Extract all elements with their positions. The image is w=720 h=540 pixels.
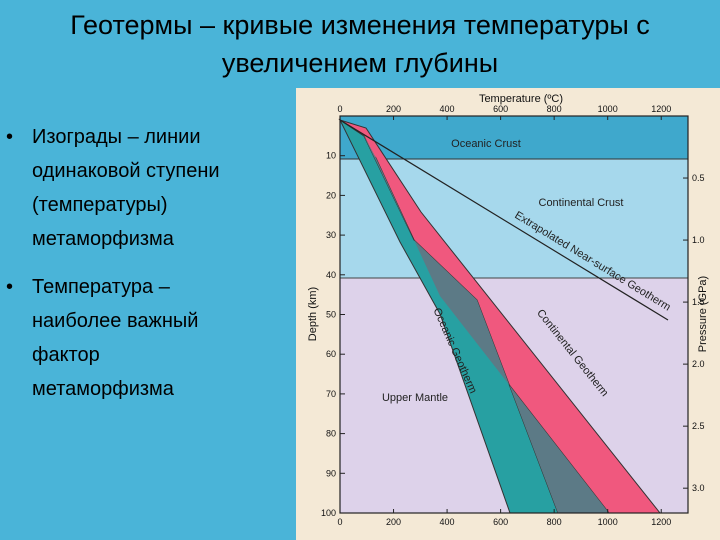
temperature-ticks-bottom: 0 200 400 600 800 1000 1200	[337, 509, 671, 527]
oceanic-crust-zone	[340, 116, 688, 159]
depth-tick-label: 20	[326, 190, 336, 200]
bullet-line: Температура –	[32, 276, 170, 298]
temperature-tick-label-top: 200	[386, 104, 401, 114]
bullet-dot: •	[6, 126, 14, 148]
temperature-tick-label-bottom: 200	[386, 517, 401, 527]
temperature-tick-label-top: 400	[440, 104, 455, 114]
pressure-ticks: 0.5 1.0 1.5 2.0 2.5 3.0	[683, 173, 705, 493]
bullet-line: наиболее важный	[32, 310, 199, 332]
bullet-line: одинаковой ступени	[32, 160, 220, 182]
bullet-line: (температуры)	[32, 194, 168, 216]
temperature-tick-label-top: 0	[337, 104, 342, 114]
temperature-tick-label-top: 1000	[598, 104, 618, 114]
pressure-tick-label: 3.0	[692, 483, 705, 493]
near-surface-geotherm-line	[339, 119, 669, 321]
temperature-ticks-top: 0 200 400 600 800 1000 1200	[337, 104, 671, 120]
pressure-tick-label: 1.5	[692, 297, 705, 307]
depth-tick-label: 90	[326, 468, 336, 478]
title-line-1: Геотермы – кривые изменения температуры …	[70, 10, 650, 40]
bullet-temperature: • Температура – наиболее важный фактор м…	[6, 270, 286, 406]
slide-title: Геотермы – кривые изменения температуры …	[10, 6, 710, 82]
right-axis-title: Pressure (GPa)	[697, 276, 709, 352]
bullet-line: метаморфизма	[32, 378, 174, 400]
title-line-2: увеличением глубины	[221, 48, 499, 78]
temperature-tick-label-bottom: 1000	[598, 517, 618, 527]
depth-tick-label: 100	[321, 508, 336, 518]
bullet-list: • Изограды – линии одинаковой ступени (т…	[6, 120, 286, 406]
geotherm-diagram: 0 200 400 600 800 1000 1200 0 200 400 600 800 1000 1…	[296, 88, 720, 540]
depth-tick-label: 40	[326, 270, 336, 280]
pressure-tick-label: 1.0	[692, 235, 705, 245]
oceanic-crust-label: Oceanic Crust	[451, 138, 521, 150]
temperature-tick-label-top: 600	[493, 104, 508, 114]
temperature-tick-label-bottom: 0	[337, 517, 342, 527]
geotherm-overlap	[362, 132, 609, 513]
temperature-tick-label-bottom: 1200	[651, 517, 671, 527]
depth-tick-label: 70	[326, 389, 336, 399]
temperature-tick-label-bottom: 400	[440, 517, 455, 527]
bullet-line: Изограды – линии	[32, 126, 201, 148]
pressure-tick-label: 2.0	[692, 359, 705, 369]
depth-tick-label: 10	[326, 151, 336, 161]
left-axis-title: Depth (km)	[307, 287, 319, 341]
upper-mantle-label: Upper Mantle	[382, 392, 448, 404]
temperature-tick-label-bottom: 800	[547, 517, 562, 527]
bullet-dot: •	[6, 276, 14, 298]
temperature-tick-label-top: 1200	[651, 104, 671, 114]
depth-tick-label: 80	[326, 429, 336, 439]
geotherm-svg: 0 200 400 600 800 1000 1200 0 200 400 600 800 1000 1…	[307, 93, 709, 527]
bullet-line: фактор	[32, 344, 100, 366]
continental-crust-label: Continental Crust	[539, 197, 624, 209]
depth-tick-label: 50	[326, 310, 336, 320]
top-axis-title: Temperature (ºC)	[479, 93, 563, 105]
pressure-tick-label: 2.5	[692, 421, 705, 431]
temperature-tick-label-bottom: 600	[493, 517, 508, 527]
depth-tick-label: 60	[326, 349, 336, 359]
depth-tick-label: 30	[326, 230, 336, 240]
bullet-line: метаморфизма	[32, 228, 174, 250]
pressure-tick-label: 0.5	[692, 173, 705, 183]
depth-ticks: 10 20 30 40 50 60 70 80 90 100	[321, 115, 345, 518]
temperature-tick-label-top: 800	[547, 104, 562, 114]
bullet-isograds: • Изограды – линии одинаковой ступени (т…	[6, 120, 286, 256]
